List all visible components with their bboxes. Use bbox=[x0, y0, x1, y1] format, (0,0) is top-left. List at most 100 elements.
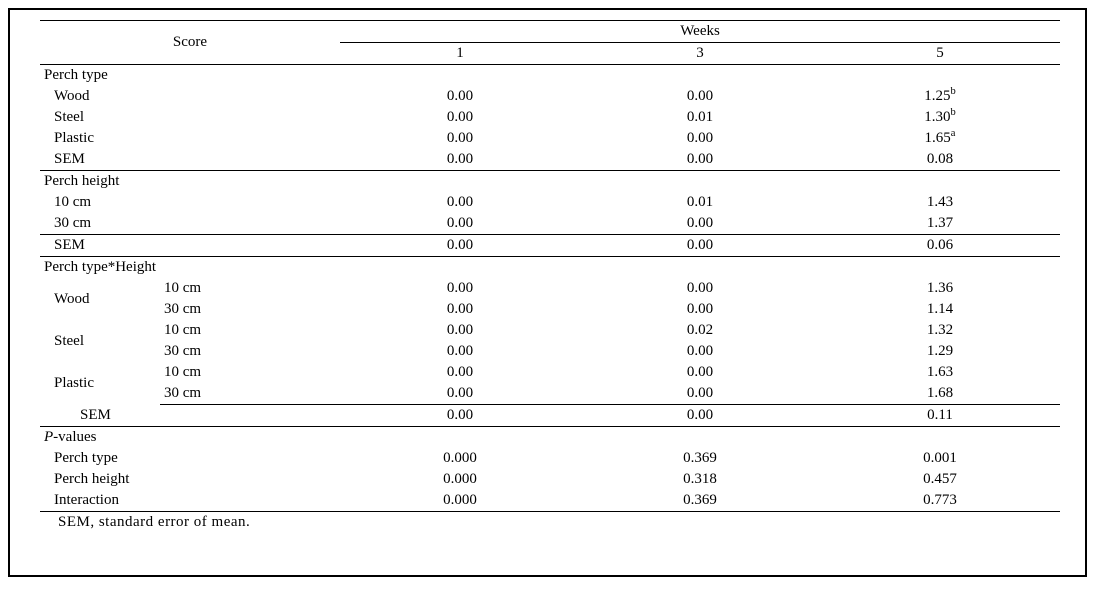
h10-w5: 1.43 bbox=[820, 192, 1060, 213]
sem-int-w5: 0.11 bbox=[820, 405, 1060, 427]
h10-w3: 0.01 bbox=[580, 192, 820, 213]
row-wood-10: Wood 10 cm 0.00 0.00 1.36 bbox=[40, 278, 1060, 299]
steel-w5: 1.30b bbox=[820, 107, 1060, 128]
pv-int-label: Interaction bbox=[40, 490, 340, 512]
h30-w1: 0.00 bbox=[340, 213, 580, 235]
row-pv-interaction: Interaction 0.000 0.369 0.773 bbox=[40, 490, 1060, 512]
int-steel-10-w1: 0.00 bbox=[340, 320, 580, 341]
label-wood: Wood bbox=[40, 86, 340, 107]
section-pvalues: P-values bbox=[40, 427, 1060, 449]
sem-int-w3: 0.00 bbox=[580, 405, 820, 427]
weeks-header: Weeks bbox=[340, 21, 1060, 43]
sem-ph-w1: 0.00 bbox=[340, 235, 580, 257]
pv-int-w5: 0.773 bbox=[820, 490, 1060, 512]
label-plastic: Plastic bbox=[40, 128, 340, 149]
interaction-title: Perch type*Height bbox=[40, 257, 1060, 279]
label-steel: Steel bbox=[40, 107, 340, 128]
row-sem-pt: SEM 0.00 0.00 0.08 bbox=[40, 149, 1060, 171]
sem-ph-w3: 0.00 bbox=[580, 235, 820, 257]
int-plastic-30-w1: 0.00 bbox=[340, 383, 580, 405]
pv-int-w1: 0.000 bbox=[340, 490, 580, 512]
section-perch-type: Perch type bbox=[40, 65, 1060, 87]
row-pv-type: Perch type 0.000 0.369 0.001 bbox=[40, 448, 1060, 469]
int-steel-label: Steel bbox=[40, 320, 160, 362]
sem-pt-w1: 0.00 bbox=[340, 149, 580, 171]
row-wood: Wood 0.00 0.00 1.25b bbox=[40, 86, 1060, 107]
row-steel-30: 30 cm 0.00 0.00 1.29 bbox=[40, 341, 1060, 362]
wood-w3: 0.00 bbox=[580, 86, 820, 107]
int-wood-label: Wood bbox=[40, 278, 160, 320]
header-row-1: Score Weeks bbox=[40, 21, 1060, 43]
pv-type-w3: 0.369 bbox=[580, 448, 820, 469]
sem-int-w1: 0.00 bbox=[340, 405, 580, 427]
row-plastic-10: Plastic 10 cm 0.00 0.00 1.63 bbox=[40, 362, 1060, 383]
pv-height-label: Perch height bbox=[40, 469, 340, 490]
int-steel-10-w3: 0.02 bbox=[580, 320, 820, 341]
pv-height-w5: 0.457 bbox=[820, 469, 1060, 490]
sem-pt-w3: 0.00 bbox=[580, 149, 820, 171]
int-plastic-10-h: 10 cm bbox=[160, 362, 340, 383]
int-wood-10-h: 10 cm bbox=[160, 278, 340, 299]
int-plastic-10-w5: 1.63 bbox=[820, 362, 1060, 383]
steel-w1: 0.00 bbox=[340, 107, 580, 128]
int-plastic-label: Plastic bbox=[40, 362, 160, 405]
int-wood-30-w5: 1.14 bbox=[820, 299, 1060, 320]
table-frame: Score Weeks 1 3 5 Perch type Wood 0.00 0… bbox=[8, 8, 1087, 577]
int-steel-10-w5: 1.32 bbox=[820, 320, 1060, 341]
section-interaction: Perch type*Height bbox=[40, 257, 1060, 279]
wood-w5: 1.25b bbox=[820, 86, 1060, 107]
row-steel-10: Steel 10 cm 0.00 0.02 1.32 bbox=[40, 320, 1060, 341]
row-steel: Steel 0.00 0.01 1.30b bbox=[40, 107, 1060, 128]
pvalues-title: P-values bbox=[40, 427, 1060, 449]
label-sem-int: SEM bbox=[40, 405, 340, 427]
pv-type-label: Perch type bbox=[40, 448, 340, 469]
row-sem-int: SEM 0.00 0.00 0.11 bbox=[40, 405, 1060, 427]
pv-height-w3: 0.318 bbox=[580, 469, 820, 490]
data-table: Score Weeks 1 3 5 Perch type Wood 0.00 0… bbox=[40, 20, 1060, 512]
row-10cm: 10 cm 0.00 0.01 1.43 bbox=[40, 192, 1060, 213]
int-steel-30-w3: 0.00 bbox=[580, 341, 820, 362]
label-30cm: 30 cm bbox=[40, 213, 340, 235]
int-wood-10-w3: 0.00 bbox=[580, 278, 820, 299]
int-plastic-30-w3: 0.00 bbox=[580, 383, 820, 405]
row-30cm: 30 cm 0.00 0.00 1.37 bbox=[40, 213, 1060, 235]
int-wood-30-h: 30 cm bbox=[160, 299, 340, 320]
row-pv-height: Perch height 0.000 0.318 0.457 bbox=[40, 469, 1060, 490]
label-sem-pt: SEM bbox=[40, 149, 340, 171]
int-steel-30-w5: 1.29 bbox=[820, 341, 1060, 362]
perch-height-title: Perch height bbox=[40, 171, 1060, 193]
int-steel-30-w1: 0.00 bbox=[340, 341, 580, 362]
pv-type-w1: 0.000 bbox=[340, 448, 580, 469]
pv-type-w5: 0.001 bbox=[820, 448, 1060, 469]
int-wood-30-w3: 0.00 bbox=[580, 299, 820, 320]
label-10cm: 10 cm bbox=[40, 192, 340, 213]
label-sem-ph: SEM bbox=[40, 235, 340, 257]
plastic-w1: 0.00 bbox=[340, 128, 580, 149]
row-plastic: Plastic 0.00 0.00 1.65a bbox=[40, 128, 1060, 149]
row-plastic-30: 30 cm 0.00 0.00 1.68 bbox=[40, 383, 1060, 405]
int-wood-10-w5: 1.36 bbox=[820, 278, 1060, 299]
score-header: Score bbox=[40, 21, 340, 65]
row-sem-ph: SEM 0.00 0.00 0.06 bbox=[40, 235, 1060, 257]
footnote: SEM, standard error of mean. bbox=[40, 512, 1055, 531]
plastic-w3: 0.00 bbox=[580, 128, 820, 149]
h30-w3: 0.00 bbox=[580, 213, 820, 235]
plastic-w5: 1.65a bbox=[820, 128, 1060, 149]
int-wood-10-w1: 0.00 bbox=[340, 278, 580, 299]
week-col-5: 5 bbox=[820, 43, 1060, 65]
section-perch-height: Perch height bbox=[40, 171, 1060, 193]
int-steel-30-h: 30 cm bbox=[160, 341, 340, 362]
int-plastic-30-w5: 1.68 bbox=[820, 383, 1060, 405]
pv-int-w3: 0.369 bbox=[580, 490, 820, 512]
sem-ph-w5: 0.06 bbox=[820, 235, 1060, 257]
sem-pt-w5: 0.08 bbox=[820, 149, 1060, 171]
pv-height-w1: 0.000 bbox=[340, 469, 580, 490]
int-steel-10-h: 10 cm bbox=[160, 320, 340, 341]
row-wood-30: 30 cm 0.00 0.00 1.14 bbox=[40, 299, 1060, 320]
week-col-1: 1 bbox=[340, 43, 580, 65]
int-plastic-30-h: 30 cm bbox=[160, 383, 340, 405]
perch-type-title: Perch type bbox=[40, 65, 340, 87]
week-col-3: 3 bbox=[580, 43, 820, 65]
int-wood-30-w1: 0.00 bbox=[340, 299, 580, 320]
wood-w1: 0.00 bbox=[340, 86, 580, 107]
